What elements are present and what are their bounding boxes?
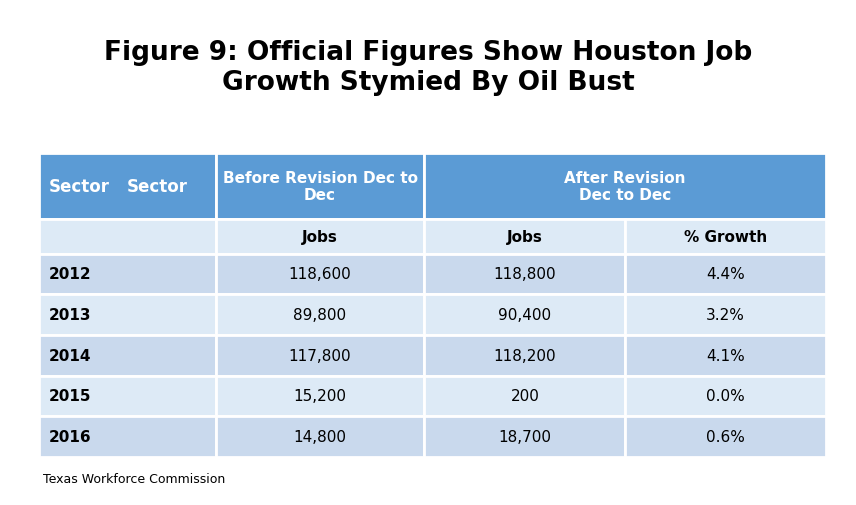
Text: 2015: 2015 (49, 389, 92, 403)
FancyBboxPatch shape (625, 335, 826, 376)
FancyBboxPatch shape (216, 254, 425, 294)
Text: 2016: 2016 (49, 429, 92, 444)
Text: 200: 200 (510, 389, 539, 403)
Text: 118,600: 118,600 (288, 267, 352, 282)
FancyBboxPatch shape (425, 376, 625, 417)
FancyBboxPatch shape (39, 254, 216, 294)
FancyBboxPatch shape (216, 376, 425, 417)
Text: Figure 9: Official Figures Show Houston Job
Growth Stymied By Oil Bust: Figure 9: Official Figures Show Houston … (104, 40, 752, 96)
FancyBboxPatch shape (39, 376, 216, 417)
FancyBboxPatch shape (39, 219, 216, 254)
FancyBboxPatch shape (425, 417, 625, 457)
FancyBboxPatch shape (625, 376, 826, 417)
Text: After Revision
Dec to Dec: After Revision Dec to Dec (564, 170, 686, 203)
Text: 89,800: 89,800 (294, 308, 347, 322)
Text: Sector: Sector (49, 178, 110, 195)
Text: 4.4%: 4.4% (706, 267, 745, 282)
FancyBboxPatch shape (39, 154, 216, 219)
FancyBboxPatch shape (425, 219, 625, 254)
FancyBboxPatch shape (625, 219, 826, 254)
FancyBboxPatch shape (625, 254, 826, 294)
Text: Jobs: Jobs (302, 229, 338, 244)
Text: % Growth: % Growth (684, 229, 767, 244)
FancyBboxPatch shape (625, 294, 826, 335)
Text: 2014: 2014 (49, 348, 92, 363)
Text: 0.6%: 0.6% (706, 429, 745, 444)
FancyBboxPatch shape (216, 154, 425, 219)
Text: Sector: Sector (127, 178, 188, 195)
FancyBboxPatch shape (425, 154, 826, 219)
Text: 4.1%: 4.1% (706, 348, 745, 363)
FancyBboxPatch shape (216, 219, 425, 254)
Text: 118,200: 118,200 (494, 348, 556, 363)
Text: Before Revision Dec to
Dec: Before Revision Dec to Dec (223, 170, 418, 203)
Text: Texas Workforce Commission: Texas Workforce Commission (43, 472, 225, 485)
FancyBboxPatch shape (39, 335, 216, 376)
Text: 15,200: 15,200 (294, 389, 347, 403)
FancyBboxPatch shape (216, 417, 425, 457)
FancyBboxPatch shape (425, 335, 625, 376)
Text: 2012: 2012 (49, 267, 92, 282)
FancyBboxPatch shape (216, 294, 425, 335)
FancyBboxPatch shape (39, 294, 216, 335)
Text: 117,800: 117,800 (288, 348, 351, 363)
Text: 118,800: 118,800 (494, 267, 556, 282)
Text: 18,700: 18,700 (498, 429, 551, 444)
Text: 0.0%: 0.0% (706, 389, 745, 403)
Text: Jobs: Jobs (507, 229, 543, 244)
Text: 3.2%: 3.2% (706, 308, 745, 322)
Text: 90,400: 90,400 (498, 308, 551, 322)
Text: 2013: 2013 (49, 308, 92, 322)
FancyBboxPatch shape (39, 417, 216, 457)
FancyBboxPatch shape (625, 417, 826, 457)
FancyBboxPatch shape (425, 294, 625, 335)
Text: 14,800: 14,800 (294, 429, 347, 444)
FancyBboxPatch shape (425, 254, 625, 294)
FancyBboxPatch shape (216, 335, 425, 376)
